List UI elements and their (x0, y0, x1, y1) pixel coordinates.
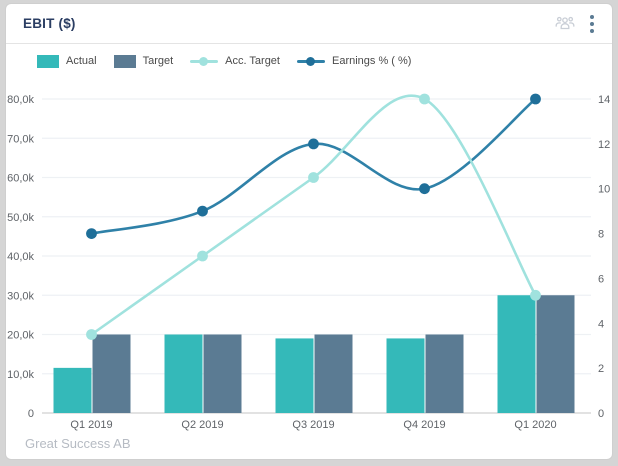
chart-legend: Actual Target Acc. Target Earnings % ( %) (37, 53, 411, 69)
right-axis-tick: 12 (598, 139, 610, 151)
left-axis-tick: 40,0k (7, 251, 34, 263)
left-axis-tick: 80,0k (7, 94, 34, 106)
kebab-menu-icon[interactable] (586, 13, 598, 35)
group-icon[interactable] (555, 16, 575, 31)
left-axis-tick: 50,0k (7, 212, 34, 224)
left-axis-tick: 10,0k (7, 369, 34, 381)
point-acc-target (530, 289, 541, 301)
point-earnings (308, 138, 319, 150)
bar-actual (164, 334, 203, 413)
widget-header: EBIT ($) (6, 4, 612, 44)
line-acc-target (90, 94, 537, 336)
x-axis-label: Q2 2019 (181, 419, 223, 431)
left-axis-tick: 20,0k (7, 330, 34, 342)
legend-label: Earnings % ( %) (331, 55, 412, 67)
legend-swatch (37, 54, 59, 68)
left-axis-tick: 30,0k (7, 290, 34, 302)
left-axis-tick: 0 (28, 408, 34, 420)
point-acc-target (86, 329, 97, 340)
bar-actual (53, 367, 92, 413)
bar-target (425, 334, 464, 413)
right-axis-tick: 0 (598, 408, 604, 420)
legend-label: Acc. Target (225, 55, 280, 67)
right-axis-tick: 4 (598, 318, 604, 330)
right-axis-tick: 14 (598, 94, 610, 106)
right-axis-tick: 10 (598, 184, 610, 196)
line-earnings (90, 97, 537, 235)
header-icons (555, 13, 598, 35)
point-earnings (419, 183, 430, 195)
bar-actual (497, 295, 536, 413)
point-earnings (197, 205, 208, 217)
point-acc-target (308, 172, 319, 183)
legend-line-swatch (296, 55, 325, 68)
legend-item-target[interactable]: Target (113, 54, 174, 68)
legend-label: Target (142, 55, 174, 67)
right-axis-tick: 6 (598, 273, 604, 285)
bar-target (92, 334, 131, 413)
x-axis-label: Q1 2020 (514, 419, 556, 431)
legend-label: Actual (66, 55, 97, 67)
bar-target (314, 334, 353, 413)
left-axis-tick: 70,0k (7, 133, 34, 145)
bar-target (536, 295, 575, 413)
left-axis-tick: 60,0k (7, 173, 34, 185)
legend-item-acc-target[interactable]: Acc. Target (190, 55, 280, 68)
point-acc-target (197, 250, 208, 262)
x-axis-label: Q1 2019 (70, 419, 112, 431)
bar-actual (386, 338, 425, 413)
point-earnings (86, 228, 97, 240)
right-axis-tick: 2 (598, 363, 604, 375)
legend-item-actual[interactable]: Actual (37, 54, 97, 68)
x-axis-label: Q4 2019 (403, 419, 445, 431)
bar-target (203, 334, 242, 413)
widget-card: EBIT ($) Actual Target Acc. Target Earnings… (5, 3, 613, 460)
point-earnings (530, 93, 541, 105)
right-axis-tick: 8 (598, 229, 604, 241)
legend-item-earnings[interactable]: Earnings % ( %) (296, 55, 412, 68)
x-axis-label: Q3 2019 (292, 419, 334, 431)
legend-swatch (113, 54, 136, 68)
widget-title: EBIT ($) (23, 16, 76, 31)
point-acc-target (419, 93, 430, 105)
legend-line-swatch (190, 55, 219, 68)
combo-chart: 0 10,0k 20,0k 30,0k 40,0k 50,0k 60,0k 70,0k 80,0… (7, 93, 610, 431)
bar-actual (275, 338, 314, 413)
card-footer-label: Great Success AB (25, 436, 131, 451)
